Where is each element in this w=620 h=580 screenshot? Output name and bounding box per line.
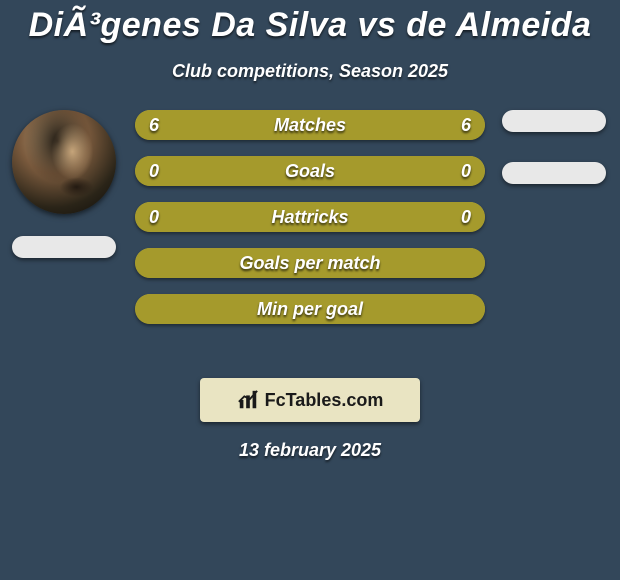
comparison-card: DiÃ³genes Da Silva vs de Almeida Club co… (0, 0, 620, 580)
subtitle: Club competitions, Season 2025 (0, 61, 620, 82)
player-right-club-badge-2 (502, 162, 606, 184)
stat-bar: 00Goals (135, 156, 485, 186)
avatar-face (12, 110, 116, 214)
stat-label: Goals (135, 156, 485, 186)
content-area: 66Matches 00Goals 00Hattricks Goals per mat… (0, 110, 620, 360)
stat-bars: 66Matches 00Goals 00Hattricks Goals per mat… (135, 110, 485, 340)
player-left-column (8, 110, 120, 258)
brand-badge[interactable]: FcTables.com (200, 378, 420, 422)
player-right-club-badge-1 (502, 110, 606, 132)
stat-bar: Min per goal (135, 294, 485, 324)
brand-text: FcTables.com (265, 390, 384, 411)
date-label: 13 february 2025 (0, 440, 620, 461)
stat-label: Min per goal (135, 294, 485, 324)
brand-chart-icon (237, 389, 259, 411)
stat-bar: 66Matches (135, 110, 485, 140)
page-title: DiÃ³genes Da Silva vs de Almeida (0, 0, 620, 45)
stat-label: Matches (135, 110, 485, 140)
player-left-club-badge (12, 236, 116, 258)
stat-bar: 00Hattricks (135, 202, 485, 232)
stat-label: Hattricks (135, 202, 485, 232)
stat-label: Goals per match (135, 248, 485, 278)
player-left-avatar (12, 110, 116, 214)
stat-bar: Goals per match (135, 248, 485, 278)
player-right-column (498, 110, 610, 184)
